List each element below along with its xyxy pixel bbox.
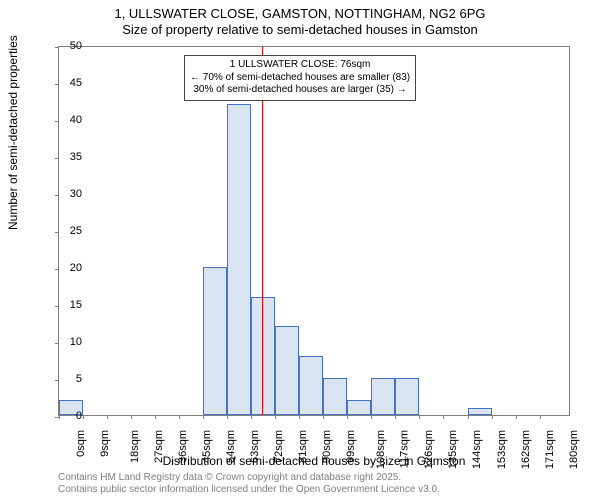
ytick-label: 50 [58, 40, 82, 52]
histogram-bar [323, 378, 347, 415]
xtick [347, 415, 348, 419]
xtick [107, 415, 108, 419]
footnote: Contains HM Land Registry data © Crown c… [58, 472, 440, 496]
xtick-label: 36sqm [177, 430, 189, 463]
xtick-label: 0sqm [75, 430, 87, 457]
xtick-label: 18sqm [129, 430, 141, 463]
xtick [275, 415, 276, 419]
xtick [179, 415, 180, 419]
xtick [83, 415, 84, 419]
histogram-bar [371, 378, 395, 415]
xtick [299, 415, 300, 419]
plot-wrapper: 1 ULLSWATER CLOSE: 76sqm← 70% of semi-de… [58, 46, 570, 416]
xtick [540, 415, 541, 419]
reference-line [262, 47, 263, 415]
xtick-label: 180sqm [568, 430, 580, 469]
xtick-label: 171sqm [544, 430, 556, 469]
xtick-label: 153sqm [496, 430, 508, 469]
footnote-line2: Contains public sector information licen… [58, 484, 440, 496]
plot-area: 1 ULLSWATER CLOSE: 76sqm← 70% of semi-de… [58, 46, 570, 416]
xtick [492, 415, 493, 419]
histogram-bar [251, 297, 275, 415]
histogram-bar [468, 408, 492, 415]
xtick-label: 90sqm [321, 430, 333, 463]
histogram-bar [275, 326, 299, 415]
xtick [443, 415, 444, 419]
xtick-label: 81sqm [297, 430, 309, 463]
xtick-label: 99sqm [345, 430, 357, 463]
ytick-label: 0 [58, 410, 82, 422]
annotation-line3: 30% of semi-detached houses are larger (… [190, 84, 410, 97]
xtick [371, 415, 372, 419]
ytick-label: 25 [58, 225, 82, 237]
xtick-label: 135sqm [448, 430, 460, 469]
xtick-label: 45sqm [201, 430, 213, 463]
ytick-label: 10 [58, 336, 82, 348]
ytick-label: 20 [58, 262, 82, 274]
xtick-label: 162sqm [520, 430, 532, 469]
histogram-bar [227, 104, 251, 415]
xtick-label: 144sqm [472, 430, 484, 469]
footnote-line1: Contains HM Land Registry data © Crown c… [58, 472, 440, 484]
ytick-label: 35 [58, 151, 82, 163]
ytick-label: 15 [58, 299, 82, 311]
histogram-bar [395, 378, 419, 415]
xtick-label: 72sqm [273, 430, 285, 463]
chart-title-block: 1, ULLSWATER CLOSE, GAMSTON, NOTTINGHAM,… [0, 0, 600, 39]
xtick-label: 63sqm [249, 430, 261, 463]
xtick-label: 108sqm [376, 430, 388, 469]
y-axis-label: Number of semi-detached properties [6, 35, 20, 230]
histogram-bar [203, 267, 227, 415]
annotation-line2: ← 70% of semi-detached houses are smalle… [190, 72, 410, 85]
xtick [419, 415, 420, 419]
annotation-line1: 1 ULLSWATER CLOSE: 76sqm [190, 59, 410, 72]
annotation-box: 1 ULLSWATER CLOSE: 76sqm← 70% of semi-de… [184, 55, 416, 101]
ytick-label: 40 [58, 114, 82, 126]
xtick [251, 415, 252, 419]
chart-title-line2: Size of property relative to semi-detach… [0, 22, 600, 38]
xtick [323, 415, 324, 419]
xtick [227, 415, 228, 419]
ytick-label: 45 [58, 77, 82, 89]
xtick-label: 9sqm [99, 430, 111, 457]
xtick-label: 126sqm [424, 430, 436, 469]
xtick [155, 415, 156, 419]
histogram-bar [299, 356, 323, 415]
xtick-label: 117sqm [399, 430, 411, 468]
xtick [131, 415, 132, 419]
xtick [468, 415, 469, 419]
xtick-label: 54sqm [225, 430, 237, 463]
xtick [516, 415, 517, 419]
ytick-label: 5 [58, 373, 82, 385]
xtick [203, 415, 204, 419]
xtick-label: 27sqm [153, 430, 165, 463]
chart-title-line1: 1, ULLSWATER CLOSE, GAMSTON, NOTTINGHAM,… [0, 6, 600, 22]
ytick-label: 30 [58, 188, 82, 200]
histogram-bar [347, 400, 371, 415]
xtick [395, 415, 396, 419]
